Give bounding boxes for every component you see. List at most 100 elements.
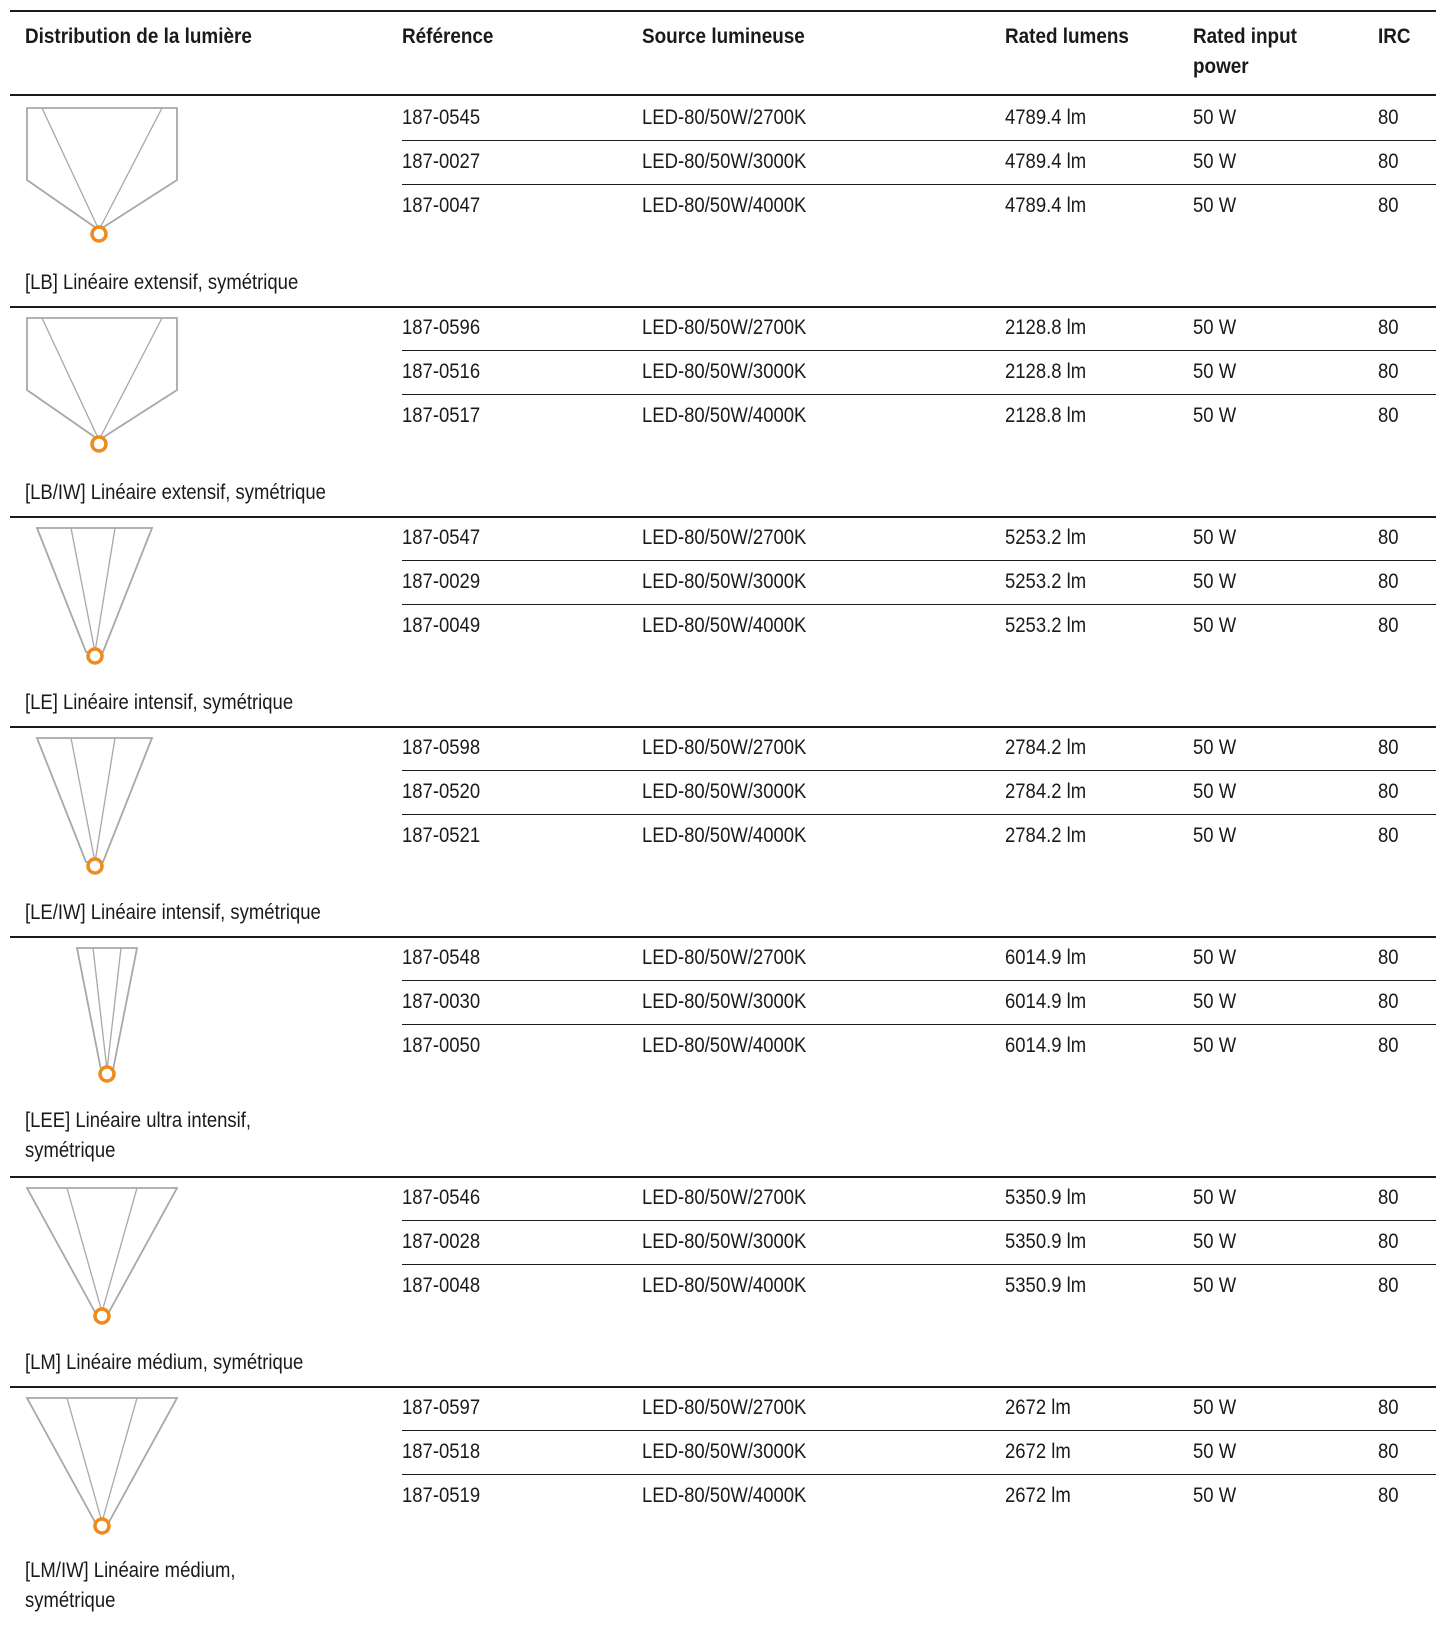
source-cell: LED-80/50W/3000K xyxy=(642,1439,806,1465)
irc-cell: 80 xyxy=(1378,149,1399,175)
table-row: 187-0030 LED-80/50W/3000K 6014.9 lm 50 W 80 xyxy=(402,980,1436,1025)
reference-cell: 187-0597 xyxy=(402,1395,480,1421)
lumens-cell: 4789.4 lm xyxy=(1005,105,1086,131)
reference-cell: 187-0520 xyxy=(402,779,480,805)
irc-cell: 80 xyxy=(1378,1395,1399,1421)
source-cell: LED-80/50W/3000K xyxy=(642,569,806,595)
table-row: 187-0597 LED-80/50W/2700K 2672 lm 50 W 80 xyxy=(402,1386,1436,1431)
power-cell: 50 W xyxy=(1193,1273,1236,1299)
power-cell: 50 W xyxy=(1193,149,1236,175)
irc-cell: 80 xyxy=(1378,1439,1399,1465)
power-cell: 50 W xyxy=(1193,1395,1236,1421)
power-cell: 50 W xyxy=(1193,193,1236,219)
lumens-cell: 6014.9 lm xyxy=(1005,1033,1086,1059)
irc-cell: 80 xyxy=(1378,359,1399,385)
reference-cell: 187-0049 xyxy=(402,613,480,639)
irc-cell: 80 xyxy=(1378,193,1399,219)
table-row: 187-0547 LED-80/50W/2700K 5253.2 lm 50 W 80 xyxy=(402,516,1436,561)
source-cell: LED-80/50W/4000K xyxy=(642,613,806,639)
source-cell: LED-80/50W/4000K xyxy=(642,823,806,849)
irc-cell: 80 xyxy=(1378,1273,1399,1299)
distribution-label: [LB] Linéaire extensif, symétrique xyxy=(25,268,298,298)
table-row: 187-0598 LED-80/50W/2700K 2784.2 lm 50 W 80 xyxy=(402,726,1436,771)
reference-cell: 187-0516 xyxy=(402,359,480,385)
distribution-label: [LE/IW] Linéaire intensif, symétrique xyxy=(25,898,321,928)
source-cell: LED-80/50W/3000K xyxy=(642,779,806,805)
source-cell: LED-80/50W/4000K xyxy=(642,403,806,429)
beam-intensive-icon xyxy=(25,526,195,671)
light-source-icon xyxy=(95,1519,109,1533)
power-cell: 50 W xyxy=(1193,525,1236,551)
lumens-cell: 2672 lm xyxy=(1005,1395,1071,1421)
distribution-label: [LM/IW] Linéaire médium, symétrique xyxy=(25,1556,236,1616)
light-source-icon xyxy=(88,649,102,663)
table-row: 187-0518 LED-80/50W/3000K 2672 lm 50 W 80 xyxy=(402,1430,1436,1475)
reference-cell: 187-0596 xyxy=(402,315,480,341)
col-header-reference: Référence xyxy=(402,22,493,52)
power-cell: 50 W xyxy=(1193,989,1236,1015)
irc-cell: 80 xyxy=(1378,569,1399,595)
irc-cell: 80 xyxy=(1378,1229,1399,1255)
table-row: 187-0516 LED-80/50W/3000K 2128.8 lm 50 W 80 xyxy=(402,350,1436,395)
lumens-cell: 2784.2 lm xyxy=(1005,779,1086,805)
lumens-cell: 5253.2 lm xyxy=(1005,525,1086,551)
table-row: 187-0546 LED-80/50W/2700K 5350.9 lm 50 W 80 xyxy=(402,1176,1436,1221)
distribution-label: [LM] Linéaire médium, symétrique xyxy=(25,1348,303,1378)
beam-medium-icon xyxy=(25,1396,195,1541)
reference-cell: 187-0545 xyxy=(402,105,480,131)
light-source-icon xyxy=(100,1067,114,1081)
beam-extensive-icon xyxy=(25,316,195,461)
light-source-icon xyxy=(88,859,102,873)
source-cell: LED-80/50W/4000K xyxy=(642,1483,806,1509)
table-row: 187-0545 LED-80/50W/2700K 4789.4 lm 50 W 80 xyxy=(402,96,1436,141)
irc-cell: 80 xyxy=(1378,1483,1399,1509)
source-cell: LED-80/50W/4000K xyxy=(642,1273,806,1299)
col-header-irc: IRC xyxy=(1378,22,1411,52)
irc-cell: 80 xyxy=(1378,525,1399,551)
beam-extensive-icon xyxy=(25,106,195,251)
light-source-icon xyxy=(92,227,106,241)
irc-cell: 80 xyxy=(1378,403,1399,429)
lumens-cell: 4789.4 lm xyxy=(1005,149,1086,175)
power-cell: 50 W xyxy=(1193,315,1236,341)
light-source-icon xyxy=(92,437,106,451)
source-cell: LED-80/50W/2700K xyxy=(642,525,806,551)
reference-cell: 187-0517 xyxy=(402,403,480,429)
lumens-cell: 5253.2 lm xyxy=(1005,569,1086,595)
table-row: 187-0596 LED-80/50W/2700K 2128.8 lm 50 W 80 xyxy=(402,306,1436,351)
power-cell: 50 W xyxy=(1193,1439,1236,1465)
lumens-cell: 5253.2 lm xyxy=(1005,613,1086,639)
source-cell: LED-80/50W/3000K xyxy=(642,149,806,175)
source-cell: LED-80/50W/2700K xyxy=(642,105,806,131)
source-cell: LED-80/50W/2700K xyxy=(642,1395,806,1421)
irc-cell: 80 xyxy=(1378,105,1399,131)
lumens-cell: 2128.8 lm xyxy=(1005,315,1086,341)
reference-cell: 187-0598 xyxy=(402,735,480,761)
reference-cell: 187-0028 xyxy=(402,1229,480,1255)
reference-cell: 187-0518 xyxy=(402,1439,480,1465)
power-cell: 50 W xyxy=(1193,359,1236,385)
power-cell: 50 W xyxy=(1193,779,1236,805)
beam-ultra-intensive-icon xyxy=(25,946,195,1091)
col-header-source: Source lumineuse xyxy=(642,22,805,52)
source-cell: LED-80/50W/3000K xyxy=(642,989,806,1015)
distribution-label: [LB/IW] Linéaire extensif, symétrique xyxy=(25,478,326,508)
lumens-cell: 2672 lm xyxy=(1005,1483,1071,1509)
source-cell: LED-80/50W/2700K xyxy=(642,1185,806,1211)
power-cell: 50 W xyxy=(1193,735,1236,761)
power-cell: 50 W xyxy=(1193,569,1236,595)
irc-cell: 80 xyxy=(1378,989,1399,1015)
power-cell: 50 W xyxy=(1193,945,1236,971)
reference-cell: 187-0048 xyxy=(402,1273,480,1299)
title-fragment: g xyxy=(32,0,92,8)
irc-cell: 80 xyxy=(1378,779,1399,805)
reference-cell: 187-0030 xyxy=(402,989,480,1015)
reference-cell: 187-0521 xyxy=(402,823,480,849)
source-cell: LED-80/50W/3000K xyxy=(642,1229,806,1255)
power-cell: 50 W xyxy=(1193,1483,1236,1509)
source-cell: LED-80/50W/3000K xyxy=(642,359,806,385)
lumens-cell: 2672 lm xyxy=(1005,1439,1071,1465)
table-row: 187-0049 LED-80/50W/4000K 5253.2 lm 50 W 80 xyxy=(402,604,1436,649)
col-header-power: Rated input power xyxy=(1193,22,1319,82)
distribution-label: [LE] Linéaire intensif, symétrique xyxy=(25,688,293,718)
